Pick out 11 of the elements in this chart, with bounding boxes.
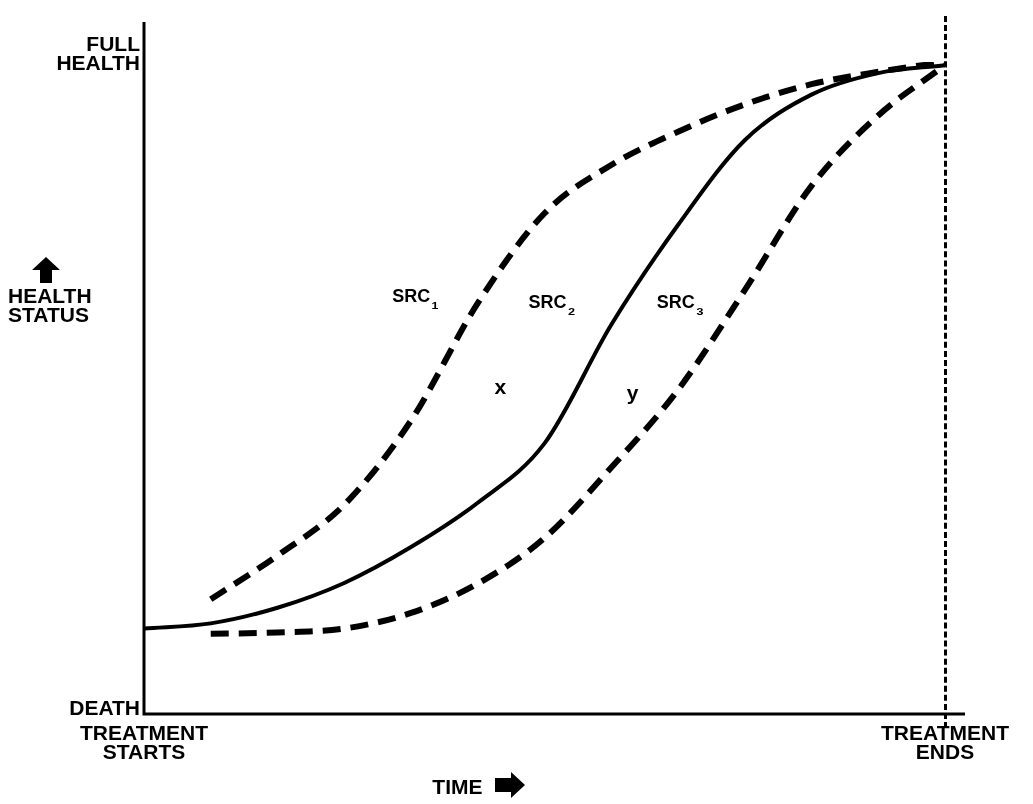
text: TREATMENT STARTS — [80, 721, 209, 764]
series-label: SRC₂ — [528, 292, 576, 319]
annotation: x — [494, 374, 507, 398]
x-axis-title: TIME — [432, 775, 483, 798]
text: DEATH — [69, 696, 140, 719]
text: TREATMENT ENDS — [881, 721, 1010, 764]
annotation: y — [626, 381, 639, 405]
series-label: SRC₃ — [656, 292, 704, 319]
series-label: SRC₁ — [392, 285, 439, 312]
y-axis-title: HEALTH STATUS — [8, 284, 92, 327]
text: FULL HEALTH — [56, 32, 141, 74]
